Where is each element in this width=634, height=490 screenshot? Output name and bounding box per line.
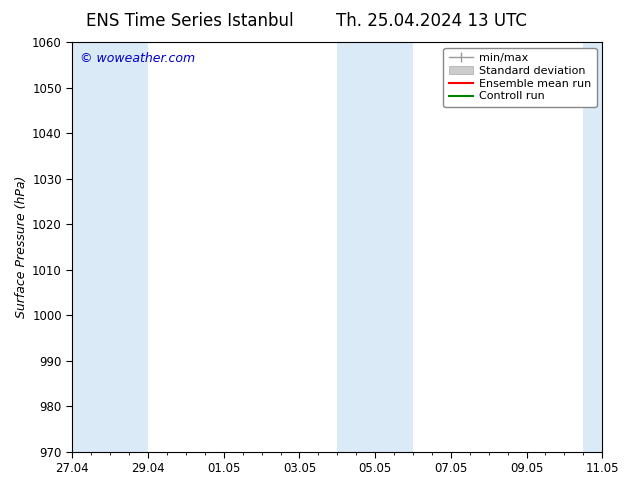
Text: © woweather.com: © woweather.com: [81, 52, 195, 65]
Text: Th. 25.04.2024 13 UTC: Th. 25.04.2024 13 UTC: [335, 12, 527, 30]
Bar: [583, 42, 621, 452]
Bar: [337, 42, 413, 452]
Bar: [72, 42, 148, 452]
Legend: min/max, Standard deviation, Ensemble mean run, Controll run: min/max, Standard deviation, Ensemble me…: [443, 48, 597, 107]
Y-axis label: Surface Pressure (hPa): Surface Pressure (hPa): [15, 175, 28, 318]
Text: ENS Time Series Istanbul: ENS Time Series Istanbul: [86, 12, 294, 30]
